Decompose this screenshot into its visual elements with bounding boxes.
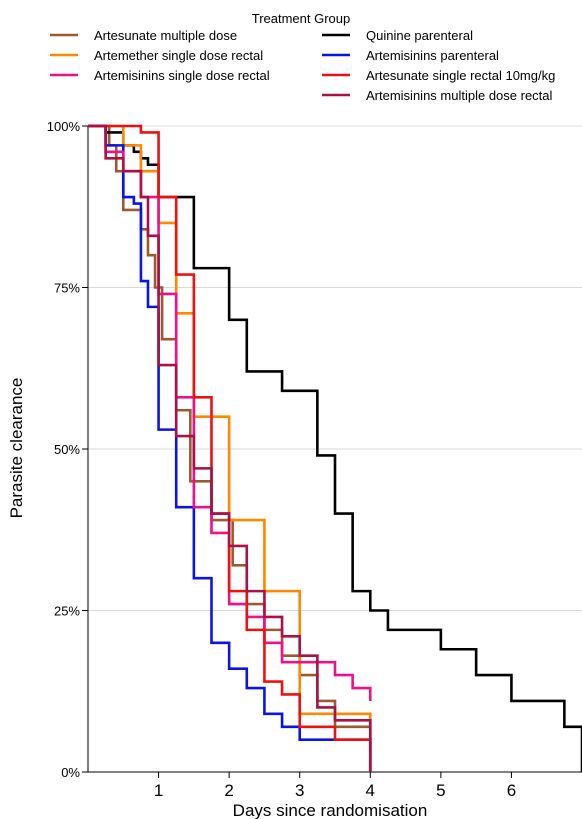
legend-label: Artemisinins parenteral xyxy=(366,48,499,63)
legend-label: Quinine parenteral xyxy=(366,28,473,43)
x-axis-title: Days since randomisation xyxy=(233,801,428,819)
x-tick-label: 4 xyxy=(366,781,375,800)
y-gridlines xyxy=(88,125,582,773)
x-tick-label: 5 xyxy=(436,781,445,800)
y-axis-title: Parasite clearance xyxy=(7,378,26,519)
legend-title: Treatment Group xyxy=(252,11,351,26)
x-tick-label: 1 xyxy=(154,781,163,800)
series-lines xyxy=(88,124,582,772)
legend-label: Artesunate multiple dose xyxy=(94,28,237,43)
x-tick-label: 2 xyxy=(224,781,233,800)
y-tick-label: 50% xyxy=(54,442,80,457)
y-tick-label: 100% xyxy=(47,119,81,134)
legend-label: Artesunate single rectal 10mg/kg xyxy=(366,68,555,83)
series-line xyxy=(88,124,372,701)
x-tick-label: 3 xyxy=(295,781,304,800)
series-line xyxy=(88,124,372,772)
y-tick-label: 75% xyxy=(54,281,80,296)
x-tick-label: 6 xyxy=(507,781,516,800)
series-line xyxy=(88,124,372,772)
series-line xyxy=(88,124,372,772)
legend-label: Artemisinins multiple dose rectal xyxy=(366,88,553,103)
legend-label: Artemisinins single dose rectal xyxy=(94,68,270,83)
series-line xyxy=(88,124,582,772)
axes: 0% 25% 50% 75% 100% 1 2 3 4 5 6 xyxy=(47,119,582,800)
legend: Artesunate multiple dose Quinine parenter… xyxy=(50,28,555,103)
y-tick-label: 0% xyxy=(61,765,80,780)
legend-label: Artemether single dose rectal xyxy=(94,48,263,63)
y-tick-label: 25% xyxy=(54,604,80,619)
